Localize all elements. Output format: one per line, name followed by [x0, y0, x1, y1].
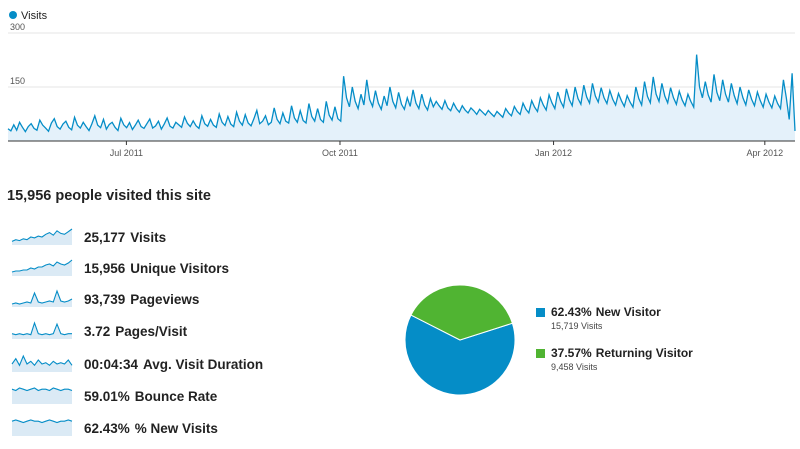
- sparkline-area: [12, 323, 72, 339]
- legend-swatch-returning-visitor: [536, 348, 545, 358]
- legend-percent: 62.43%: [551, 305, 592, 319]
- chart-gridlines: [8, 32, 795, 88]
- metric-label: Pages/Visit: [115, 323, 188, 339]
- sparkline-bounce-rate: [11, 387, 73, 404]
- metric-value: 3.72: [84, 323, 111, 339]
- sparkline-line: [11, 354, 73, 367]
- metric-label: Unique Visitors: [130, 260, 230, 276]
- sparkline-area: [12, 420, 72, 436]
- metric-bounce-rate[interactable]: 59.01% Bounce Rate: [10, 381, 310, 411]
- legend-dot-visits: [9, 11, 17, 19]
- sparkline-line: [11, 419, 73, 424]
- sparkline-pageviews: [11, 289, 73, 307]
- legend-label-visits: Visits: [21, 10, 48, 22]
- pie-slice-returning-visitor[interactable]: [410, 284, 514, 341]
- metric-label: Bounce Rate: [134, 388, 218, 404]
- x-tick-label: Apr 2012: [747, 148, 784, 158]
- metric-label: % New Visits: [134, 420, 218, 436]
- pie-slice-new-visitor[interactable]: [404, 314, 516, 396]
- legend-label: Returning Visitor: [595, 346, 693, 360]
- metric-label: Visits: [130, 229, 167, 245]
- metric-value: 15,956: [84, 260, 126, 276]
- metric-value: 62.43%: [84, 420, 130, 436]
- x-tick-label: Oct 2011: [322, 148, 358, 158]
- metric-unique-visitors[interactable]: 15,956 Unique Visitors: [10, 253, 310, 283]
- visits-line: [7, 54, 796, 133]
- sparkline-area: [12, 291, 72, 307]
- metric-value: 93,739: [84, 291, 126, 307]
- sparkline-line: [11, 259, 73, 273]
- sparkline-area: [12, 260, 72, 276]
- sparkline-line: [11, 228, 73, 242]
- sparkline-line: [11, 387, 73, 392]
- metric-value: 59.01%: [84, 388, 130, 404]
- sparkline-new-visits: [11, 419, 73, 436]
- legend-detail: 15,719 Visits: [551, 321, 603, 331]
- pie-legend-new-visitor[interactable]: 62.43% New Visitor 15,719 Visits: [536, 305, 661, 331]
- visits-timeline-chart: Visits 300 150 Jul 2011 Oct 2011 Jan 2012 Ap…: [7, 10, 796, 158]
- metric-value: 00:04:34: [84, 356, 139, 372]
- sparkline-line: [11, 321, 72, 336]
- metric-pageviews[interactable]: 93,739 Pageviews: [10, 284, 310, 314]
- metric-value: 25,177: [84, 229, 126, 245]
- metric-visits[interactable]: 25,177 Visits: [10, 222, 310, 252]
- metric-pages-per-visit[interactable]: 3.72 Pages/Visit: [10, 316, 310, 346]
- metric-avg-visit-duration[interactable]: 00:04:34 Avg. Visit Duration: [10, 349, 310, 379]
- x-tick-label: Jul 2011: [110, 148, 143, 158]
- x-tick-label: Jan 2012: [535, 148, 572, 158]
- metric-label: Avg. Visit Duration: [143, 356, 264, 372]
- sparkline-visits: [11, 228, 73, 245]
- sparkline-area: [12, 388, 72, 404]
- y-tick-label: 150: [10, 76, 25, 86]
- y-tick-label: 300: [10, 22, 25, 32]
- sparkline-avg-visit-duration: [11, 354, 73, 372]
- sparkline-line: [11, 289, 73, 305]
- legend-percent: 37.57%: [551, 346, 592, 360]
- chart-legend: Visits: [9, 10, 48, 22]
- visitor-type-pie-chart: [404, 284, 516, 396]
- y-axis-ticks: 300 150: [10, 22, 25, 86]
- legend-detail: 9,458 Visits: [551, 362, 598, 372]
- legend-label: New Visitor: [595, 305, 661, 319]
- sparkline-pages-per-visit: [11, 321, 72, 339]
- visitors-headline: 15,956 people visited this site: [7, 188, 211, 204]
- visits-area: [8, 54, 795, 141]
- legend-swatch-new-visitor: [536, 307, 545, 317]
- x-axis-ticks: Jul 2011 Oct 2011 Jan 2012 Apr 2012: [110, 141, 783, 158]
- pie-legend-returning-visitor[interactable]: 37.57% Returning Visitor 9,458 Visits: [536, 346, 693, 372]
- metric-new-visits[interactable]: 62.43% % New Visits: [10, 413, 310, 443]
- metric-label: Pageviews: [130, 291, 200, 307]
- sparkline-unique-visitors: [11, 259, 73, 276]
